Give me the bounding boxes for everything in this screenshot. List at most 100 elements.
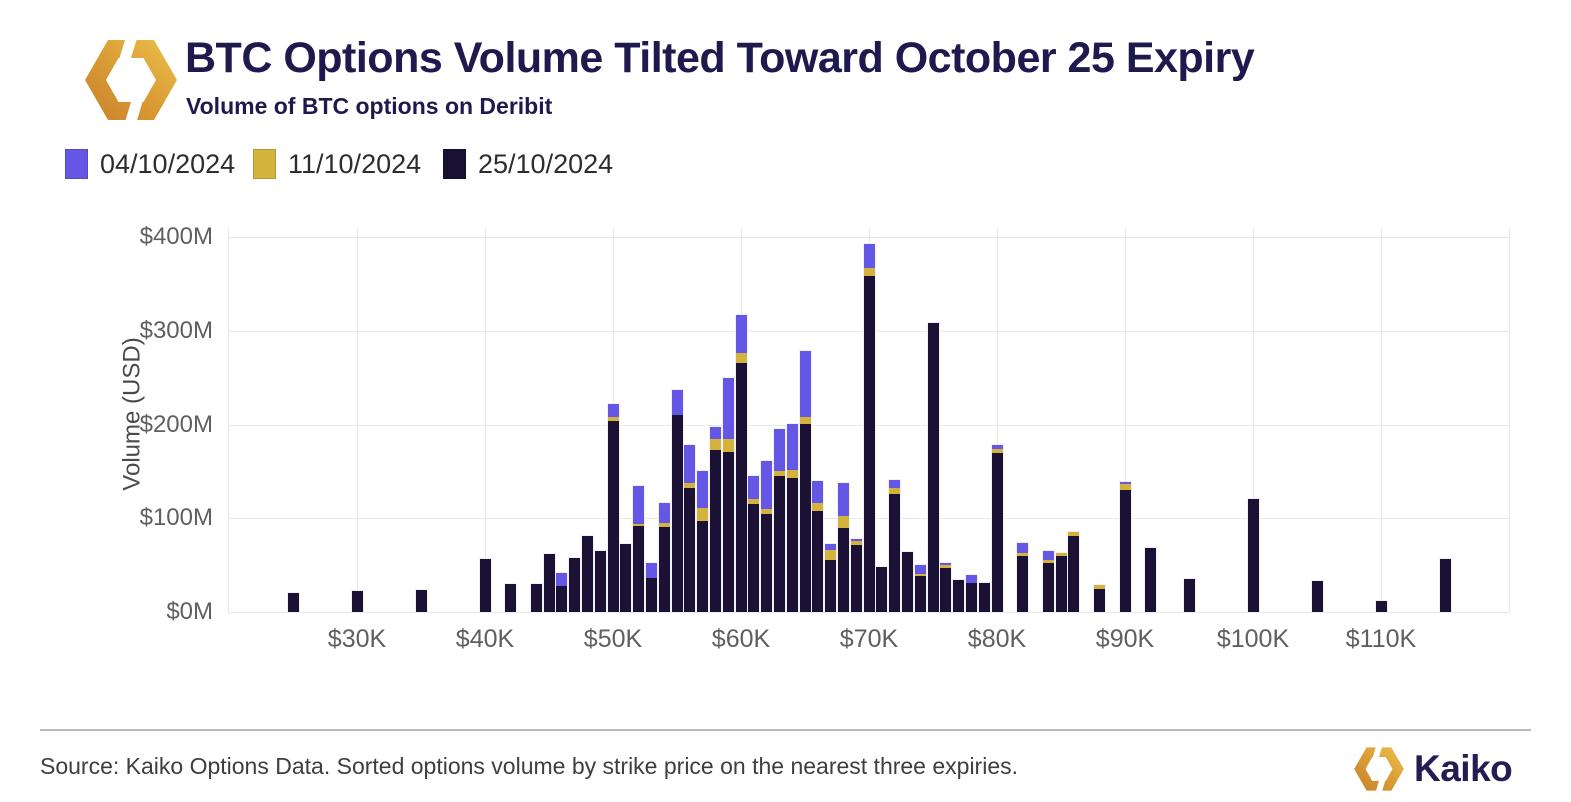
x-gridline	[1509, 228, 1510, 612]
bar-segment-d-35k	[416, 590, 427, 612]
bar-69k	[850, 538, 863, 613]
bar-segment-d-77k	[953, 580, 964, 612]
bar-segment-d-68k	[838, 528, 849, 612]
bar-54k	[658, 502, 671, 613]
bar-segment-d-88k	[1094, 589, 1105, 612]
bar-segment-p-62k	[761, 461, 772, 509]
bar-segment-d-53k	[646, 578, 657, 612]
bar-segment-p-50k	[608, 404, 619, 417]
bar-73k	[901, 551, 914, 613]
bar-segment-d-63k	[774, 476, 785, 612]
bar-68k	[837, 482, 850, 613]
kaiko-logo-icon	[85, 30, 177, 130]
bar-88k	[1093, 584, 1106, 613]
kaiko-brand: Kaiko	[1352, 742, 1513, 796]
bar-44k	[530, 583, 543, 613]
bar-56k	[683, 444, 696, 613]
bar-segment-d-54k	[659, 527, 670, 612]
bar-segment-d-82k	[1017, 556, 1028, 612]
bar-segment-d-105k	[1312, 581, 1323, 612]
bar-75k	[927, 322, 940, 613]
bar-segment-d-45k	[544, 554, 555, 612]
bar-segment-d-50k	[608, 421, 619, 612]
bar-segment-p-52k	[633, 486, 644, 524]
bar-78k	[965, 574, 978, 613]
bar-segment-p-67k	[825, 544, 836, 550]
x-tick-label: $110K	[1345, 625, 1417, 653]
bar-segment-g-72k	[889, 488, 900, 494]
bar-segment-g-52k	[633, 524, 644, 526]
bar-92k	[1144, 547, 1157, 613]
bar-segment-g-67k	[825, 550, 836, 560]
x-gridline	[1381, 228, 1382, 612]
bar-segment-p-63k	[774, 429, 785, 471]
chart-subtitle: Volume of BTC options on Deribit	[186, 93, 553, 119]
bar-49k	[594, 550, 607, 613]
bar-segment-d-78k	[966, 583, 977, 612]
bar-segment-d-62k	[761, 514, 772, 612]
bar-segment-g-56k	[684, 483, 695, 488]
bar-50k	[607, 403, 620, 613]
bar-segment-d-74k	[915, 576, 926, 612]
bar-segment-d-67k	[825, 560, 836, 612]
bar-100k	[1247, 498, 1260, 613]
bar-80k	[991, 444, 1004, 613]
bar-segment-g-85k	[1056, 553, 1067, 556]
bar-segment-g-59k	[723, 439, 734, 452]
bar-segment-g-69k	[851, 541, 862, 545]
bar-segment-d-65k	[800, 424, 811, 612]
bar-segment-g-62k	[761, 509, 772, 514]
legend-item: 25/10/2024	[443, 148, 613, 180]
bar-segment-p-72k	[889, 480, 900, 488]
bar-segment-p-65k	[800, 351, 811, 417]
bar-48k	[581, 535, 594, 613]
bar-segment-g-63k	[774, 471, 785, 476]
bar-63k	[773, 428, 786, 613]
bar-segment-p-69k	[851, 539, 862, 541]
bar-86k	[1067, 531, 1080, 613]
bar-segment-p-60k	[736, 315, 747, 353]
bar-segment-p-68k	[838, 483, 849, 516]
bar-84k	[1042, 550, 1055, 613]
bar-segment-p-80k	[992, 445, 1003, 449]
bar-segment-d-55k	[672, 415, 683, 612]
bar-segment-d-100k	[1248, 499, 1259, 612]
bar-segment-g-86k	[1068, 532, 1079, 536]
bar-segment-d-40k	[480, 559, 491, 612]
y-tick-label: $400M	[139, 223, 213, 250]
bar-74k	[914, 564, 927, 613]
bar-segment-d-25k	[288, 593, 299, 612]
bar-segment-p-56k	[684, 445, 695, 483]
bar-45k	[543, 553, 556, 613]
bar-64k	[786, 423, 799, 613]
bar-segment-d-86k	[1068, 536, 1079, 612]
y-tick-label: $100M	[139, 504, 213, 532]
x-gridline	[1125, 228, 1126, 612]
bar-segment-d-70k	[864, 276, 875, 612]
bar-segment-g-68k	[838, 516, 849, 528]
bar-115k	[1439, 558, 1452, 613]
bar-segment-d-85k	[1056, 556, 1067, 612]
legend-label: 04/10/2024	[100, 148, 236, 179]
y-tick-label: $200M	[139, 410, 213, 438]
x-gridline	[1253, 228, 1254, 612]
bar-segment-d-66k	[812, 511, 823, 612]
bar-segment-d-64k	[787, 478, 798, 612]
x-gridline	[485, 228, 486, 612]
bar-59k	[722, 377, 735, 613]
bar-79k	[978, 582, 991, 613]
bar-segment-p-57k	[697, 471, 708, 508]
bar-46k	[555, 572, 568, 613]
bar-segment-p-55k	[672, 390, 683, 415]
bar-segment-p-76k	[940, 563, 951, 565]
bar-segment-d-51k	[620, 544, 631, 612]
x-tick-label: $90K	[1095, 625, 1155, 653]
bar-segment-p-90k	[1120, 482, 1131, 484]
bar-105k	[1311, 580, 1324, 613]
bar-segment-p-66k	[812, 481, 823, 503]
bar-segment-d-110k	[1376, 601, 1387, 612]
bar-segment-g-82k	[1017, 553, 1028, 556]
bar-segment-p-74k	[915, 565, 926, 574]
bar-42k	[504, 583, 517, 613]
